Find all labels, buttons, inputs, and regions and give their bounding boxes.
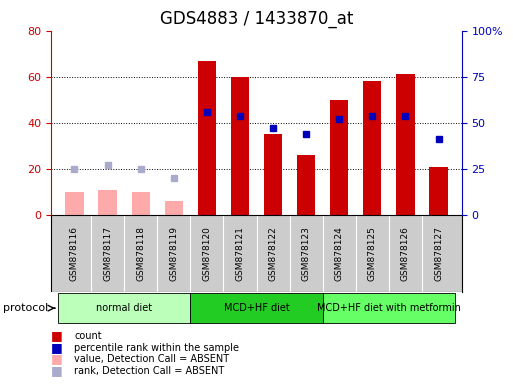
Text: GSM878116: GSM878116	[70, 226, 79, 281]
Text: ■: ■	[51, 341, 63, 354]
Bar	[65, 192, 84, 215]
Text: normal diet: normal diet	[96, 303, 152, 313]
Text: ■: ■	[51, 364, 63, 377]
Text: percentile rank within the sample: percentile rank within the sample	[74, 343, 240, 353]
Text: GSM878120: GSM878120	[202, 226, 211, 281]
Text: GSM878118: GSM878118	[136, 226, 145, 281]
Text: MCD+HF diet: MCD+HF diet	[224, 303, 289, 313]
Text: GSM878125: GSM878125	[368, 226, 377, 281]
Bar	[131, 192, 150, 215]
Bar	[323, 293, 455, 323]
Text: ■: ■	[51, 353, 63, 366]
Bar	[429, 167, 448, 215]
Text: GSM878127: GSM878127	[434, 226, 443, 281]
Text: rank, Detection Call = ABSENT: rank, Detection Call = ABSENT	[74, 366, 225, 376]
Bar	[198, 61, 216, 215]
Text: GDS4883 / 1433870_at: GDS4883 / 1433870_at	[160, 10, 353, 28]
Text: ■: ■	[51, 329, 63, 343]
Text: MCD+HF diet with metformin: MCD+HF diet with metformin	[317, 303, 461, 313]
Bar	[363, 81, 382, 215]
Text: GSM878117: GSM878117	[103, 226, 112, 281]
Bar	[397, 74, 415, 215]
Bar	[231, 77, 249, 215]
Text: protocol: protocol	[3, 303, 48, 313]
Text: value, Detection Call = ABSENT: value, Detection Call = ABSENT	[74, 354, 229, 364]
Bar	[165, 201, 183, 215]
Bar	[58, 293, 190, 323]
Text: GSM878126: GSM878126	[401, 226, 410, 281]
Bar	[297, 155, 315, 215]
Bar	[264, 134, 282, 215]
Text: count: count	[74, 331, 102, 341]
Bar	[190, 293, 323, 323]
Text: GSM878124: GSM878124	[335, 226, 344, 281]
Bar	[330, 100, 348, 215]
Text: GSM878123: GSM878123	[302, 226, 311, 281]
Text: GSM878121: GSM878121	[235, 226, 245, 281]
Text: GSM878119: GSM878119	[169, 226, 178, 281]
Bar	[98, 190, 116, 215]
Text: GSM878122: GSM878122	[268, 226, 278, 281]
